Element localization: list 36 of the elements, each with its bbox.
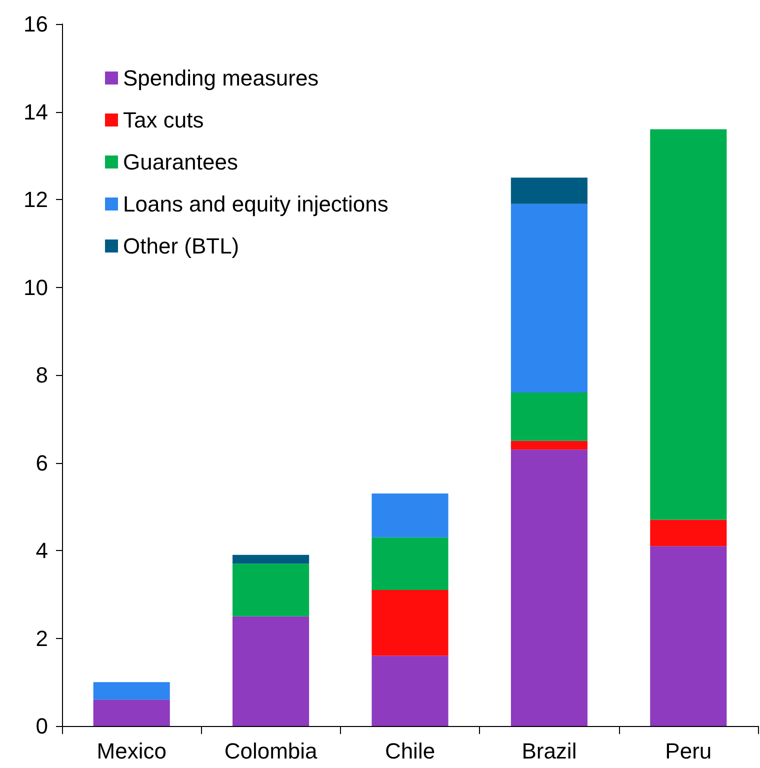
legend-label: Loans and equity injections <box>123 192 388 216</box>
bar <box>93 682 170 700</box>
bar <box>650 520 727 546</box>
y-tick-label: 12 <box>24 187 48 212</box>
bar <box>93 700 170 726</box>
bar <box>650 546 727 726</box>
legend-label: Guarantees <box>123 150 238 174</box>
y-tick-label: 8 <box>36 362 48 388</box>
bar <box>510 204 588 393</box>
y-tick-label: 16 <box>24 12 48 36</box>
legend-label: Spending measures <box>123 66 319 90</box>
bar <box>372 537 448 590</box>
bar <box>372 493 448 538</box>
bar <box>510 178 588 204</box>
x-tick-label: Chile <box>384 738 436 764</box>
x-tick-label: Peru <box>665 738 712 764</box>
y-tick-label: 14 <box>24 99 48 124</box>
x-tick-label: Colombia <box>224 738 318 764</box>
bar <box>232 554 310 564</box>
bar <box>372 590 448 656</box>
bar <box>232 564 310 616</box>
legend-label: Tax cuts <box>123 108 204 132</box>
y-tick-label: 0 <box>36 714 48 738</box>
bar <box>650 129 727 520</box>
bar <box>232 616 310 726</box>
y-tick-label: 2 <box>36 626 48 651</box>
y-tick-label: 4 <box>36 538 48 563</box>
x-tick-label: Mexico <box>96 738 166 764</box>
bar <box>510 392 588 441</box>
bar <box>372 656 448 726</box>
bar <box>510 450 588 726</box>
x-tick-label: Brazil <box>522 738 577 764</box>
bar <box>510 440 588 450</box>
y-tick-label: 6 <box>36 450 48 476</box>
legend-label: Other (BTL) <box>123 234 240 258</box>
y-tick-label: 10 <box>24 274 48 300</box>
